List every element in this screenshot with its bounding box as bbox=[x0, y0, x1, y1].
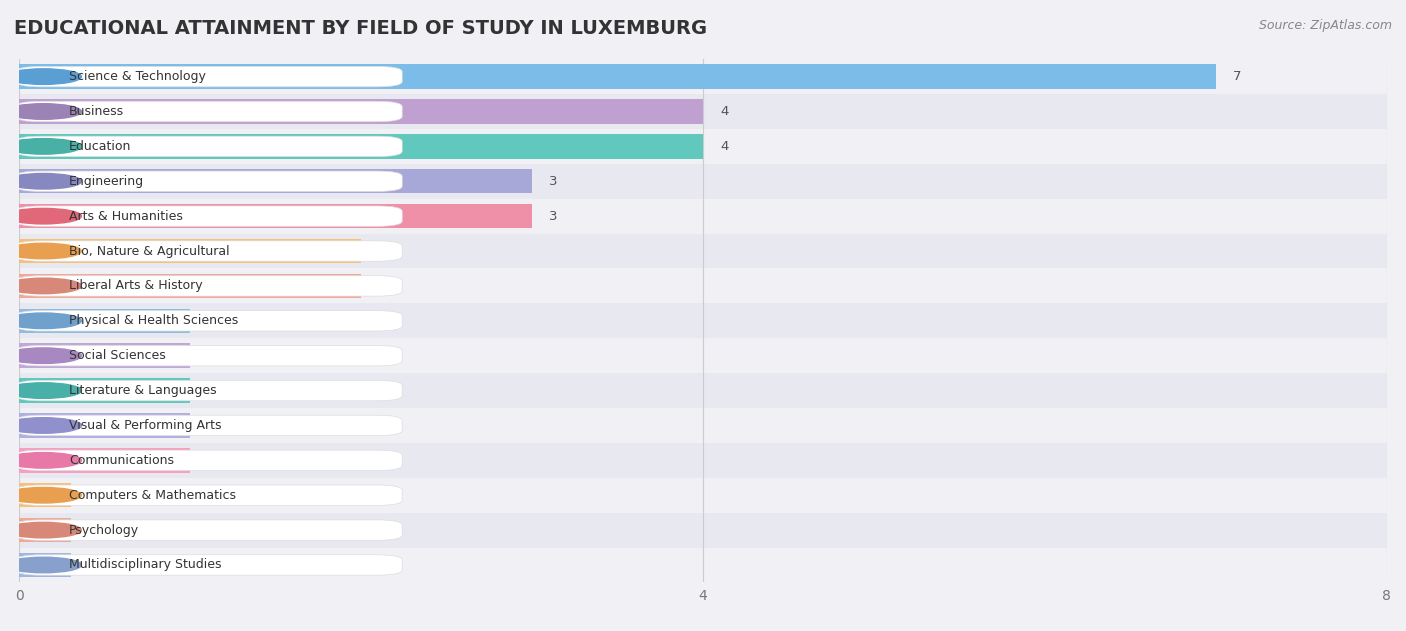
Bar bbox=[20, 309, 190, 333]
Bar bbox=[20, 199, 1386, 233]
Text: 0: 0 bbox=[87, 524, 96, 536]
Circle shape bbox=[6, 139, 82, 154]
Circle shape bbox=[6, 418, 82, 433]
FancyBboxPatch shape bbox=[15, 136, 402, 156]
Text: 1: 1 bbox=[207, 419, 217, 432]
Bar bbox=[20, 512, 1386, 548]
FancyBboxPatch shape bbox=[15, 450, 402, 471]
Bar bbox=[20, 413, 190, 438]
FancyBboxPatch shape bbox=[15, 415, 402, 435]
Text: 1: 1 bbox=[207, 314, 217, 327]
FancyBboxPatch shape bbox=[15, 102, 402, 122]
FancyBboxPatch shape bbox=[15, 276, 402, 296]
FancyBboxPatch shape bbox=[15, 485, 402, 505]
FancyBboxPatch shape bbox=[15, 310, 402, 331]
Bar bbox=[20, 379, 190, 403]
Bar bbox=[20, 94, 1386, 129]
Bar bbox=[20, 129, 1386, 164]
Bar bbox=[20, 443, 1386, 478]
Circle shape bbox=[6, 383, 82, 398]
Bar bbox=[20, 448, 190, 473]
Bar bbox=[20, 169, 531, 194]
Bar bbox=[20, 338, 1386, 373]
Bar bbox=[20, 408, 1386, 443]
Bar bbox=[20, 164, 1386, 199]
FancyBboxPatch shape bbox=[15, 380, 402, 401]
Text: 4: 4 bbox=[720, 140, 728, 153]
Text: Bio, Nature & Agricultural: Bio, Nature & Agricultural bbox=[69, 245, 229, 257]
Bar bbox=[20, 64, 1216, 89]
Bar bbox=[20, 274, 361, 298]
Circle shape bbox=[6, 103, 82, 119]
Text: Liberal Arts & History: Liberal Arts & History bbox=[69, 280, 202, 292]
Circle shape bbox=[6, 348, 82, 363]
Bar bbox=[20, 239, 361, 263]
Bar bbox=[20, 204, 531, 228]
Bar bbox=[20, 548, 1386, 582]
Bar bbox=[20, 59, 1386, 94]
Text: Engineering: Engineering bbox=[69, 175, 143, 188]
Text: Social Sciences: Social Sciences bbox=[69, 349, 166, 362]
Circle shape bbox=[6, 313, 82, 329]
Text: 2: 2 bbox=[378, 280, 387, 292]
Text: Communications: Communications bbox=[69, 454, 174, 467]
Bar bbox=[20, 373, 1386, 408]
Bar bbox=[20, 233, 1386, 268]
Bar bbox=[20, 483, 70, 507]
Circle shape bbox=[6, 452, 82, 468]
Bar bbox=[20, 343, 190, 368]
FancyBboxPatch shape bbox=[15, 241, 402, 261]
Text: Multidisciplinary Studies: Multidisciplinary Studies bbox=[69, 558, 221, 572]
Text: 3: 3 bbox=[550, 209, 558, 223]
Text: EDUCATIONAL ATTAINMENT BY FIELD OF STUDY IN LUXEMBURG: EDUCATIONAL ATTAINMENT BY FIELD OF STUDY… bbox=[14, 19, 707, 38]
Text: Business: Business bbox=[69, 105, 124, 118]
Text: 0: 0 bbox=[87, 489, 96, 502]
FancyBboxPatch shape bbox=[15, 346, 402, 366]
Text: Source: ZipAtlas.com: Source: ZipAtlas.com bbox=[1258, 19, 1392, 32]
Text: Arts & Humanities: Arts & Humanities bbox=[69, 209, 183, 223]
Circle shape bbox=[6, 243, 82, 259]
Bar bbox=[20, 518, 70, 542]
Text: Psychology: Psychology bbox=[69, 524, 139, 536]
Circle shape bbox=[6, 69, 82, 85]
Text: 3: 3 bbox=[550, 175, 558, 188]
Bar bbox=[20, 304, 1386, 338]
Bar bbox=[20, 99, 703, 124]
FancyBboxPatch shape bbox=[15, 66, 402, 87]
Circle shape bbox=[6, 174, 82, 189]
Circle shape bbox=[6, 487, 82, 503]
Circle shape bbox=[6, 208, 82, 224]
FancyBboxPatch shape bbox=[15, 206, 402, 227]
Text: 7: 7 bbox=[1233, 70, 1241, 83]
Circle shape bbox=[6, 557, 82, 573]
Text: 1: 1 bbox=[207, 384, 217, 397]
Text: 1: 1 bbox=[207, 454, 217, 467]
Text: 4: 4 bbox=[720, 105, 728, 118]
FancyBboxPatch shape bbox=[15, 171, 402, 191]
FancyBboxPatch shape bbox=[15, 555, 402, 575]
Text: 2: 2 bbox=[378, 245, 387, 257]
Text: 0: 0 bbox=[87, 558, 96, 572]
Text: Computers & Mathematics: Computers & Mathematics bbox=[69, 489, 236, 502]
Bar bbox=[20, 553, 70, 577]
Bar bbox=[20, 478, 1386, 512]
Text: Literature & Languages: Literature & Languages bbox=[69, 384, 217, 397]
Text: Physical & Health Sciences: Physical & Health Sciences bbox=[69, 314, 238, 327]
FancyBboxPatch shape bbox=[15, 520, 402, 540]
Text: 1: 1 bbox=[207, 349, 217, 362]
Text: Science & Technology: Science & Technology bbox=[69, 70, 205, 83]
Bar bbox=[20, 268, 1386, 304]
Text: Visual & Performing Arts: Visual & Performing Arts bbox=[69, 419, 221, 432]
Bar bbox=[20, 134, 703, 158]
Circle shape bbox=[6, 278, 82, 293]
Text: Education: Education bbox=[69, 140, 131, 153]
Circle shape bbox=[6, 522, 82, 538]
